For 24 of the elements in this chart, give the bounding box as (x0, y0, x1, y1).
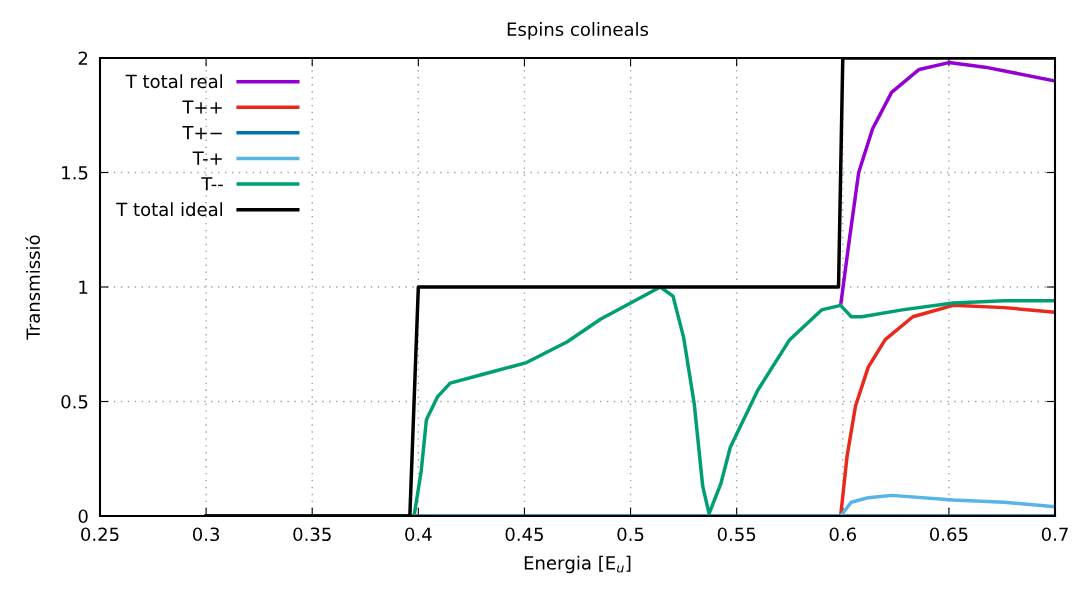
x-tick-label: 0.65 (929, 527, 968, 542)
x-tick-label: 0.55 (717, 527, 756, 542)
y-tick-label: 1.5 (62, 166, 88, 180)
x-tick-label: 0.5 (617, 527, 644, 542)
y-tick-label: 2 (78, 51, 88, 65)
x-tick-label: 0.6 (829, 527, 856, 542)
legend-label: T++ (182, 100, 222, 114)
y-tick-label: 0.5 (61, 394, 88, 409)
x-tick-label: 0.3 (192, 527, 220, 542)
chart-title: Espins colineals (507, 22, 649, 40)
y-tick-label: 1 (79, 280, 88, 294)
x-tick-label: 0.45 (505, 527, 543, 542)
x-tick-label: 0.25 (81, 527, 119, 542)
x-axis-title: Energia [E$_{u}$] (524, 555, 631, 574)
legend-label: T-+ (192, 151, 222, 165)
y-axis-title: Transmissió (25, 235, 41, 340)
legend-label: T-- (201, 177, 223, 191)
legend-label: T total ideal (116, 202, 223, 217)
legend-label: T+− (182, 126, 222, 140)
x-tick-label: 0.4 (405, 527, 432, 542)
y-tick-label: 0 (78, 509, 88, 524)
legend-label: T total real (125, 74, 223, 89)
x-tick-label: 0.7 (1041, 527, 1068, 542)
x-tick-label: 0.35 (293, 527, 331, 542)
